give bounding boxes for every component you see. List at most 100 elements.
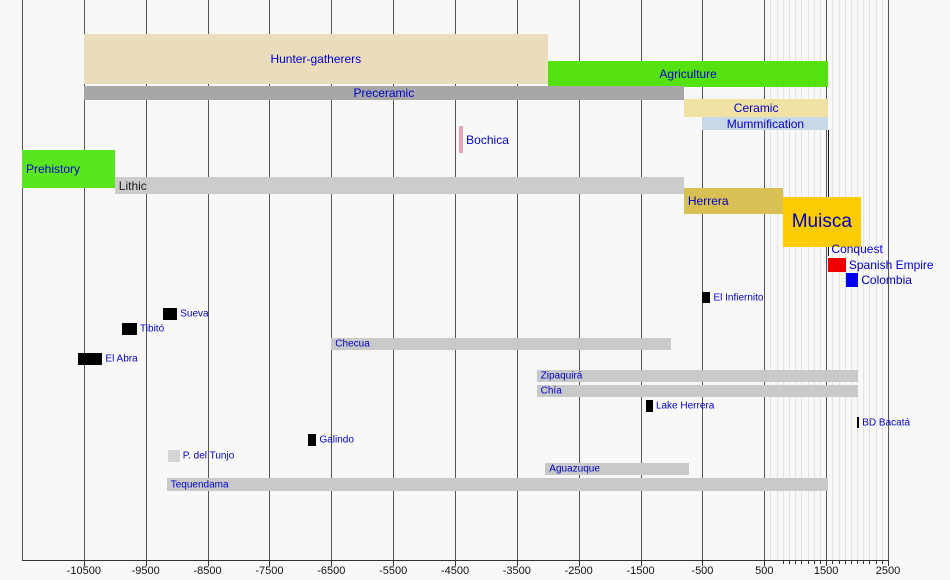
period-bar-prehistory [22, 150, 115, 188]
period-bar-agriculture [547, 61, 829, 87]
site-label-aguazuque: Aguazuque [549, 463, 600, 475]
event-label-conquest: Conquest [831, 242, 883, 256]
event-marker-conquest [827, 130, 829, 256]
axis-minor-tick [826, 560, 828, 564]
period-bar-ceramic [683, 99, 829, 117]
site-label-el-infiernito: El Infiernito [713, 292, 764, 303]
minor-gridline [776, 0, 778, 560]
site-label-bd-bacata: BD Bacatá [862, 417, 911, 428]
axis-minor-tick [807, 560, 809, 564]
major-gridline [83, 0, 85, 560]
major-gridline [702, 0, 704, 560]
minor-gridline [844, 0, 846, 560]
axis-minor-tick [832, 560, 834, 564]
site-marker-tibito [122, 323, 138, 335]
minor-gridline [819, 0, 821, 560]
period-bar-colombia [845, 273, 859, 287]
axis-minor-tick [844, 560, 846, 564]
axis-tick-label: -7500 [255, 565, 284, 577]
period-label-ceramic: Ceramic [733, 101, 779, 115]
major-gridline [516, 0, 518, 560]
major-gridline [145, 0, 147, 560]
period-bar-spanish-empire [828, 258, 846, 272]
axis-major-tick [207, 560, 209, 566]
axis-major-tick [455, 560, 456, 566]
axis-tick-label: -8500 [193, 565, 222, 577]
site-label-galindo: Galindo [319, 434, 354, 446]
axis-minor-tick [881, 560, 883, 564]
minor-gridline [863, 0, 865, 560]
period-bar-muisca [782, 197, 861, 247]
period-bar-hunter-gatherers [83, 34, 548, 84]
axis-tick-label: -3500 [502, 565, 531, 577]
site-label-tibito: Tibitó [140, 323, 165, 335]
major-gridline [640, 0, 642, 560]
axis-minor-tick [795, 560, 797, 564]
site-label-el-abra: El Abra [105, 353, 138, 365]
axis-major-tick [702, 560, 704, 566]
site-bar-chia [536, 385, 858, 397]
axis-major-tick [269, 560, 271, 566]
axis-major-tick [640, 560, 642, 566]
site-marker-p-del-tunjo [167, 450, 180, 462]
site-marker-sueva [163, 308, 178, 320]
site-bar-checua [331, 338, 672, 350]
site-label-chia: Chía [540, 385, 562, 397]
site-label-lake-herrera: Lake Herrera [655, 400, 715, 412]
axis-minor-tick [863, 560, 865, 564]
period-label-hunter-gatherers: Hunter-gatherers [270, 52, 362, 66]
period-label-mummification: Mummification [726, 116, 805, 131]
site-marker-el-infiernito [702, 292, 711, 303]
major-gridline [578, 0, 580, 560]
axis-tick-label: -500 [691, 565, 714, 577]
site-label-p-del-tunjo: P. del Tunjo [182, 450, 235, 462]
event-marker-bochica [459, 126, 464, 153]
site-marker-bd-bacata [857, 417, 860, 428]
period-label-spanish-empire: Spanish Empire [848, 258, 934, 272]
minor-gridline [881, 0, 883, 560]
period-label-herrera: Herrera [687, 194, 729, 208]
site-bar-zipaquira [536, 370, 858, 382]
axis-tick-label: 1500 [813, 565, 839, 577]
period-label-colombia: Colombia [861, 273, 912, 287]
period-label-prehistory: Prehistory [26, 162, 81, 176]
axis-tick-label: -6500 [317, 565, 346, 577]
minor-gridline [869, 0, 871, 560]
minor-gridline [832, 0, 834, 560]
period-bar-preceramic [83, 86, 684, 100]
axis-tick-label: -4500 [440, 565, 470, 577]
axis-minor-tick [875, 560, 877, 564]
major-gridline [207, 0, 209, 560]
axis-minor-tick [850, 560, 852, 564]
site-label-tequendama: Tequendama [170, 479, 229, 490]
site-marker-lake-herrera [646, 400, 653, 412]
axis-major-tick [578, 560, 580, 566]
major-gridline [764, 0, 766, 560]
period-bar-lithic [114, 177, 684, 194]
axis-major-tick [331, 560, 333, 566]
minor-gridline [813, 0, 815, 560]
axis-tick-label: 2500 [875, 565, 901, 577]
minor-gridline [838, 0, 840, 560]
major-gridline [455, 0, 456, 560]
major-gridline [22, 0, 23, 560]
period-bar-herrera [683, 188, 783, 214]
event-label-bochica: Bochica [466, 132, 509, 147]
minor-gridline [801, 0, 803, 560]
period-label-agriculture: Agriculture [659, 67, 717, 81]
major-gridline [393, 0, 395, 560]
major-gridline [826, 0, 828, 560]
minor-gridline [782, 0, 784, 560]
minor-gridline [789, 0, 791, 560]
period-label-preceramic: Preceramic [353, 86, 415, 100]
axis-tick-label: -9500 [131, 565, 160, 577]
period-label-lithic: Lithic [118, 178, 147, 193]
axis-tick-label: -10500 [66, 565, 101, 577]
site-bar-tequendama [166, 478, 829, 491]
minor-gridline [770, 0, 772, 560]
axis-tick-label: -2500 [564, 565, 593, 577]
site-bar-aguazuque [545, 463, 690, 475]
site-label-zipaquira: Zipaquirá [540, 370, 583, 382]
axis-minor-tick [813, 560, 815, 564]
